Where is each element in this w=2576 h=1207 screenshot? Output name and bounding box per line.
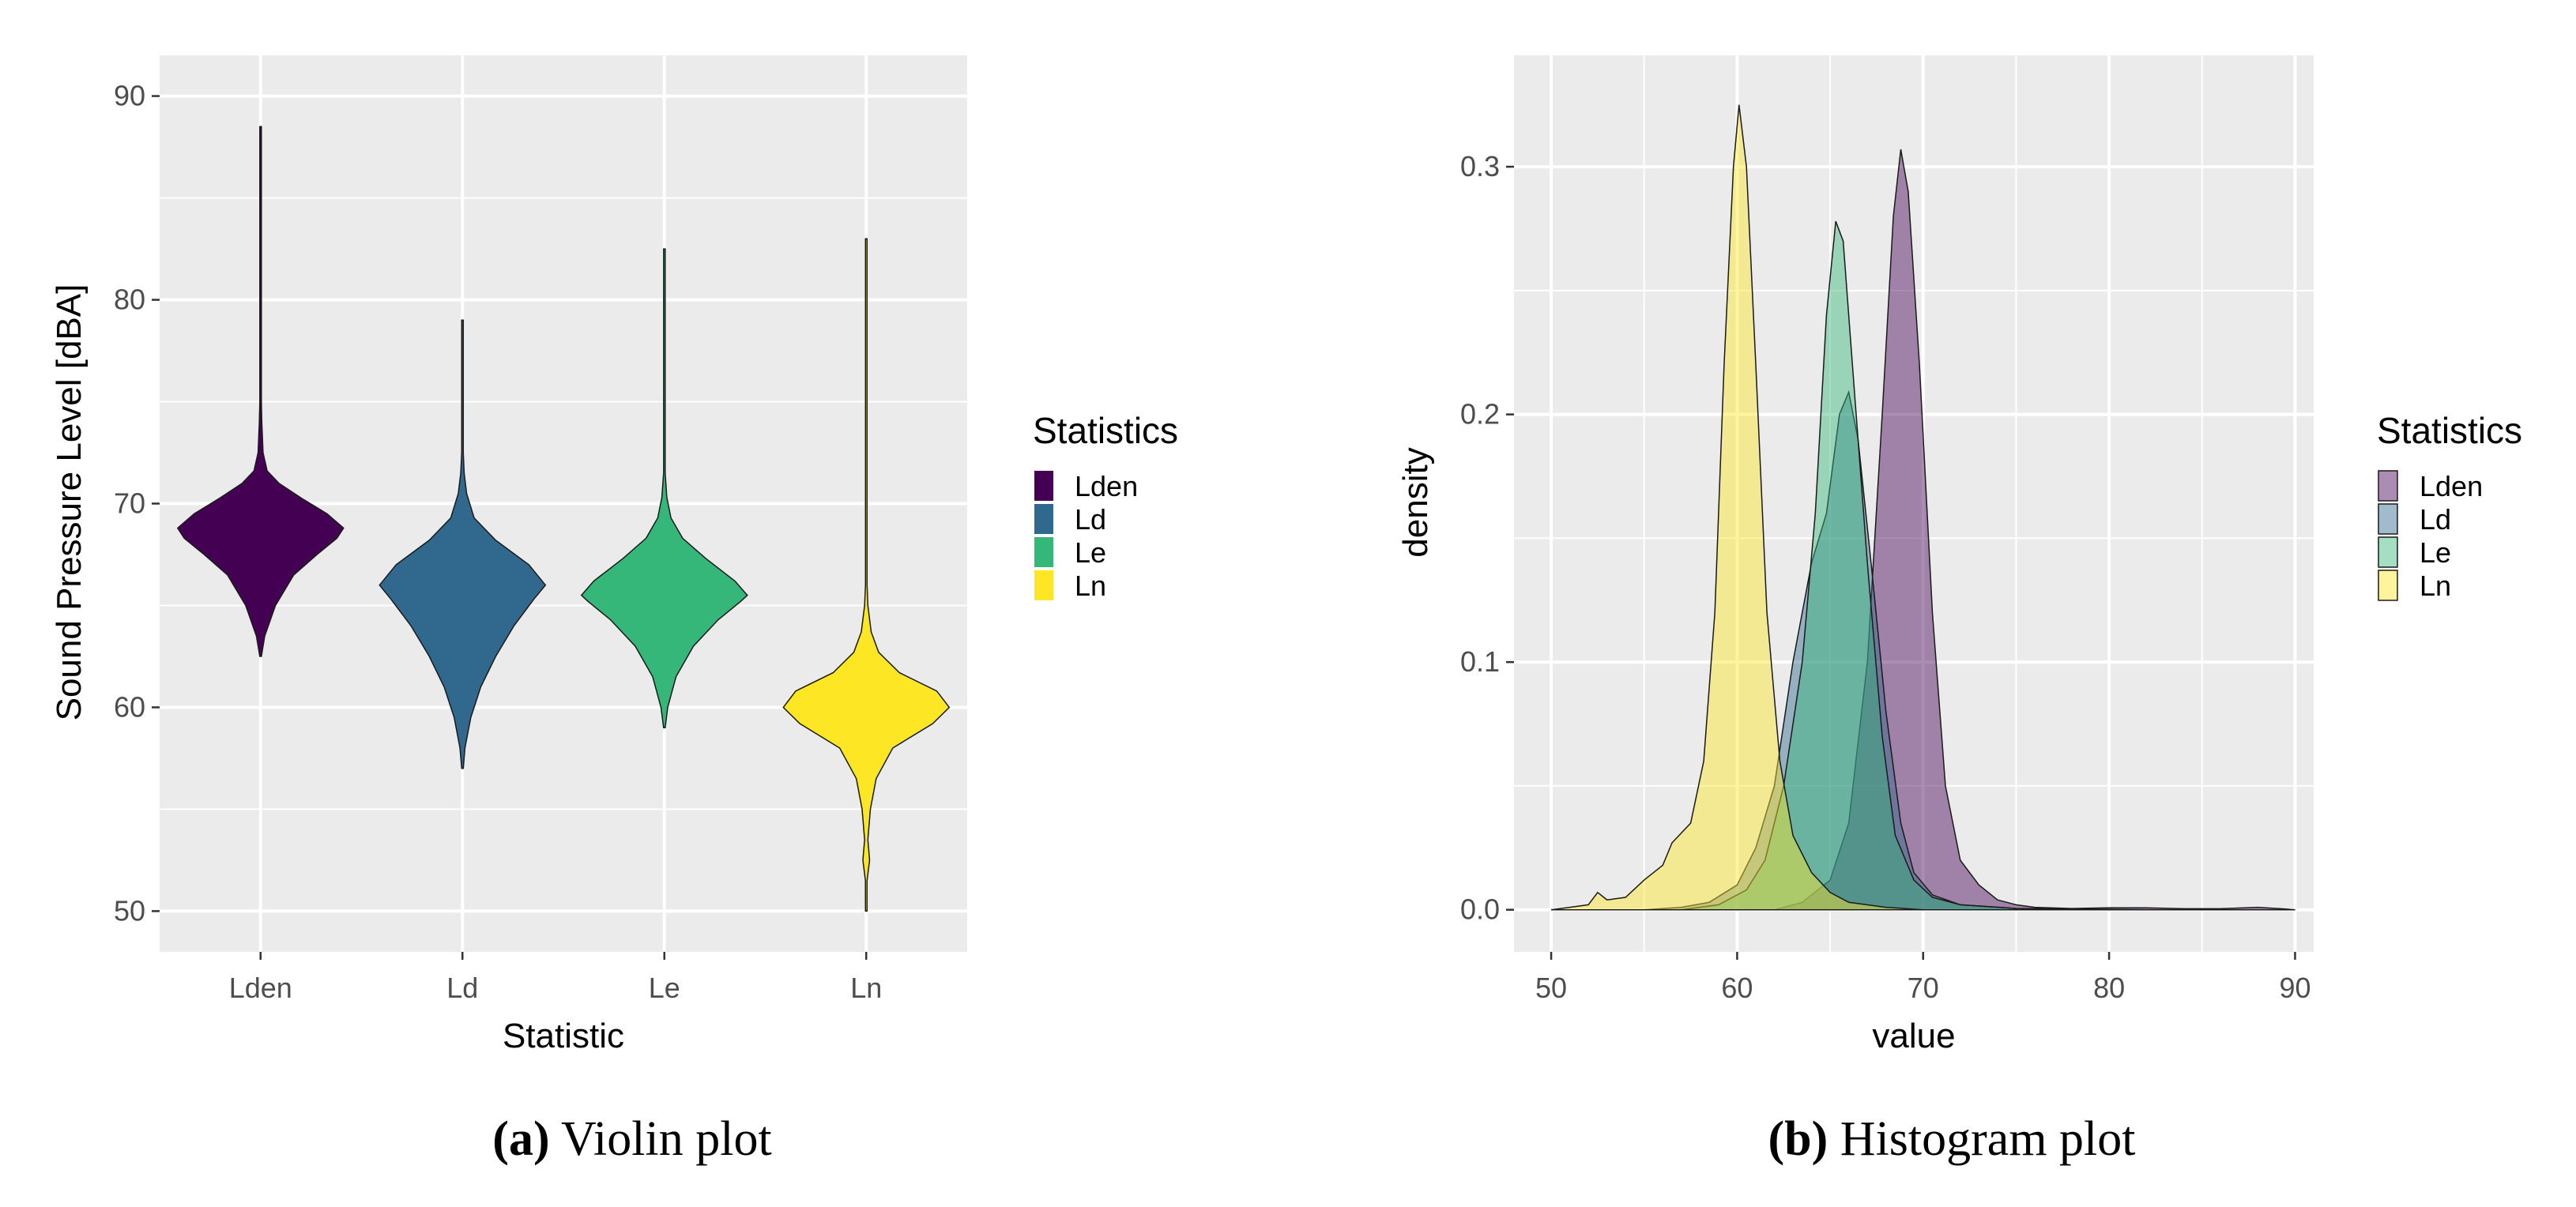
density-y-tick-label: 0.1 (1460, 645, 1500, 678)
violin-caption: (a) Violin plot (492, 1112, 771, 1166)
violin-minor-gridlines (160, 197, 967, 810)
density-x-tick-label: 70 (1908, 972, 1939, 1004)
violin-y-tick-label: 80 (114, 284, 145, 316)
density-panel: 0.0 0.1 0.2 0.3 50 60 70 80 90 value density St… (1396, 42, 2522, 1166)
density-legend-label: Ld (2420, 503, 2451, 536)
violin-caption-text: Violin plot (561, 1112, 772, 1166)
density-legend-title: Statistics (2377, 410, 2522, 451)
violin-legend-key (1034, 504, 1053, 534)
violin-ld (378, 319, 547, 769)
density-x-tick-label: 90 (2279, 972, 2310, 1004)
density-marks (1551, 104, 2295, 911)
density-legend-key (2378, 536, 2398, 568)
violin-x-tick-label: Ld (446, 972, 478, 1004)
density-legend-label: Ln (2420, 570, 2451, 602)
violin-marks (176, 126, 951, 912)
density-legend-label: Lden (2420, 470, 2483, 502)
density-legend-label: Le (2420, 536, 2451, 569)
violin-y-axis-title: Sound Pressure Level [dBA] (50, 284, 89, 721)
density-major-gridlines (1514, 55, 2314, 952)
violin-lden (176, 126, 345, 657)
density-legend-key (2378, 570, 2398, 601)
density-y-tick-label: 0.3 (1460, 150, 1500, 182)
violin-legend-label: Ld (1075, 503, 1106, 536)
density-area-ld (1644, 389, 2091, 911)
density-area-lden (1774, 149, 2295, 911)
violin-legend-key (1034, 570, 1053, 600)
violin-legend-label: Le (1075, 536, 1106, 569)
violin-legend-label: Ln (1075, 570, 1106, 602)
density-y-tick-label: 0.0 (1460, 893, 1500, 926)
violin-y-tick-label: 90 (114, 80, 145, 112)
violin-legend-key (1034, 471, 1053, 501)
density-area-ln (1551, 104, 1923, 911)
violin-x-tick-label: Ln (850, 972, 882, 1004)
violin-legend-key (1034, 537, 1053, 567)
density-minor-gridlines (1514, 42, 2314, 952)
violin-y-tick-label: 70 (114, 487, 145, 520)
violin-ln (782, 238, 951, 912)
density-x-tick-label: 80 (2093, 972, 2125, 1004)
density-area-le (1681, 220, 2156, 911)
density-x-axis: 50 60 70 80 90 (1535, 952, 2310, 1004)
violin-y-tick-label: 60 (114, 690, 145, 723)
density-y-axis-title: density (1396, 447, 1435, 557)
violin-x-axis-title: Statistic (503, 1017, 624, 1055)
violin-x-axis: Lden Ld Le Ln (229, 952, 882, 1004)
density-legend-key (2378, 503, 2398, 535)
density-caption-letter: b (1784, 1112, 1811, 1166)
density-y-tick-label: 0.2 (1460, 398, 1500, 431)
violin-le (580, 248, 748, 729)
violin-legend-label: Lden (1075, 470, 1138, 502)
violin-x-tick-label: Le (649, 972, 680, 1004)
density-x-tick-label: 60 (1721, 972, 1753, 1004)
violin-y-axis: 50 60 70 80 90 (114, 80, 160, 927)
violin-caption-letter: a (509, 1112, 533, 1166)
violin-legend-title: Statistics (1033, 410, 1178, 451)
density-x-tick-label: 50 (1535, 972, 1567, 1004)
violin-y-tick-label: 50 (114, 894, 145, 927)
density-x-axis-title: value (1872, 1017, 1955, 1055)
density-legend-key (2378, 470, 2398, 502)
density-caption: (b) Histogram plot (1768, 1112, 2136, 1166)
density-y-axis: 0.0 0.1 0.2 0.3 (1460, 150, 1514, 926)
density-plot-background (1514, 55, 2314, 952)
density-caption-text: Histogram plot (1840, 1112, 2136, 1166)
violin-x-tick-label: Lden (229, 972, 292, 1004)
